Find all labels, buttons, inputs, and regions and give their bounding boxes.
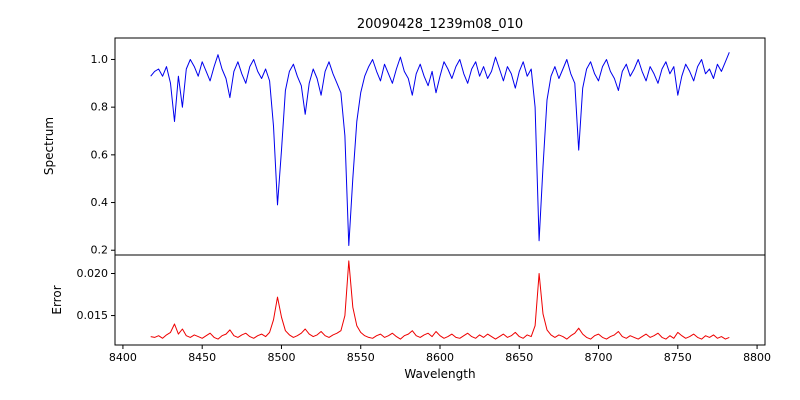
x-tick-label: 8750: [664, 351, 692, 364]
x-axis-label: Wavelength: [404, 367, 476, 381]
error-axis-label: Error: [50, 285, 64, 315]
error-line: [150, 260, 730, 340]
x-tick-label: 8450: [188, 351, 216, 364]
error-y-tick-label: 0.015: [77, 309, 109, 322]
x-tick-label: 8500: [267, 351, 295, 364]
x-tick-label: 8550: [347, 351, 375, 364]
x-tick-label: 8800: [743, 351, 771, 364]
x-tick-label: 8400: [109, 351, 137, 364]
spectrum-y-tick-label: 1.0: [91, 53, 109, 66]
spectrum-y-tick-label: 0.2: [91, 244, 109, 257]
spectrum-y-tick-label: 0.4: [91, 196, 109, 209]
chart-title: 20090428_1239m08_010: [356, 17, 524, 32]
error-axes-frame: [114, 254, 766, 346]
error-y-tick-label: 0.020: [77, 267, 109, 280]
spectrum-axis-label: Spectrum: [42, 116, 56, 176]
x-tick-label: 8700: [585, 351, 613, 364]
x-tick-label: 8600: [426, 351, 454, 364]
spectrum-y-tick-label: 0.6: [91, 148, 109, 161]
spectrum-line: [150, 52, 730, 246]
x-tick-label: 8650: [505, 351, 533, 364]
spectrum-y-tick-label: 0.8: [91, 101, 109, 114]
